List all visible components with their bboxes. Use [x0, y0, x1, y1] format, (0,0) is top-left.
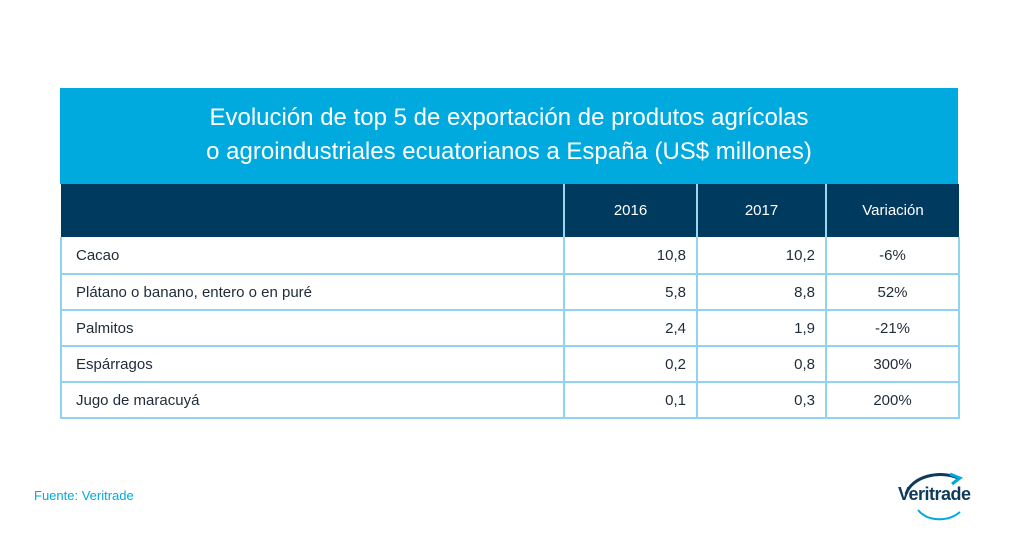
table-card: Evolución de top 5 de exportación de pro… — [60, 88, 960, 419]
header-row: 2016 2017 Variación — [61, 184, 959, 237]
chart-title-line-1: Evolución de top 5 de exportación de pro… — [209, 104, 809, 131]
table-row: Cacao 10,8 10,2 -6% — [60, 237, 960, 275]
row-label: Cacao — [60, 237, 564, 275]
cell-2017: 10,2 — [696, 237, 826, 275]
row-label: Palmitos — [60, 310, 564, 347]
table-row: Palmitos 2,4 1,9 -21% — [60, 310, 960, 347]
table-row: Jugo de maracuyá 0,1 0,3 200% — [60, 382, 960, 419]
cell-2016: 0,1 — [563, 382, 697, 419]
cell-2017: 0,8 — [696, 346, 826, 383]
table-row: Espárragos 0,2 0,8 300% — [60, 346, 960, 383]
column-header-2016: 2016 — [563, 184, 697, 237]
row-label: Plátano o banano, entero o en puré — [60, 274, 564, 311]
cell-variacion: 52% — [825, 274, 960, 311]
cell-variacion: -6% — [825, 237, 960, 275]
cell-variacion: 300% — [825, 346, 960, 383]
data-table: 2016 2017 Variación Cacao 10,8 10,2 -6% … — [60, 184, 960, 419]
cell-variacion: 200% — [825, 382, 960, 419]
column-header-label — [61, 184, 564, 237]
column-header-2017: 2017 — [696, 184, 826, 237]
cell-2016: 10,8 — [563, 237, 697, 275]
table-row: Plátano o banano, entero o en puré 5,8 8… — [60, 274, 960, 311]
cell-2016: 5,8 — [563, 274, 697, 311]
cell-2017: 0,3 — [696, 382, 826, 419]
title-banner: Evolución de top 5 de exportación de pro… — [60, 88, 958, 184]
row-label: Jugo de maracuyá — [60, 382, 564, 419]
row-label: Espárragos — [60, 346, 564, 383]
cell-variacion: -21% — [825, 310, 960, 347]
cell-2017: 1,9 — [696, 310, 826, 347]
veritrade-logo-icon — [904, 472, 964, 521]
cell-2016: 0,2 — [563, 346, 697, 383]
cell-2017: 8,8 — [696, 274, 826, 311]
cell-2016: 2,4 — [563, 310, 697, 347]
column-header-variacion: Variación — [825, 184, 959, 237]
chart-title-line-2: o agroindustriales ecuatorianos a España… — [206, 138, 812, 165]
logo-wordmark: Veritrade — [898, 484, 971, 504]
source-note: Fuente: Veritrade — [34, 488, 134, 503]
